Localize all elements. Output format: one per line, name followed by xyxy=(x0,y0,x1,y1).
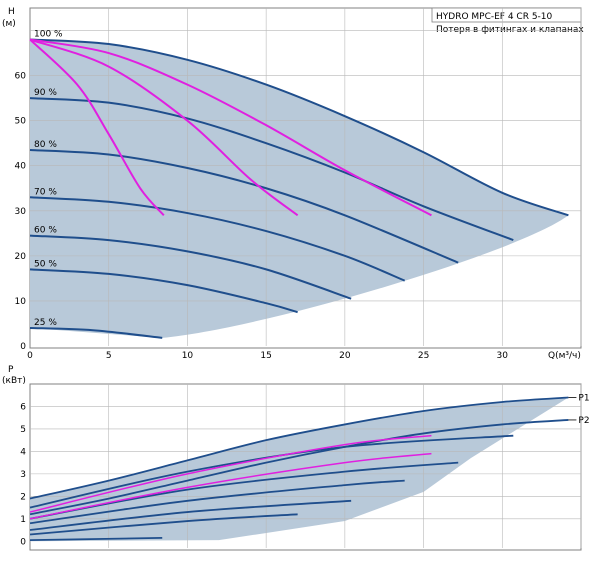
legend-label: P1 xyxy=(578,393,589,403)
x-tick-label: 30 xyxy=(497,351,509,361)
system-power-curve xyxy=(29,434,432,513)
y-tick-label: 1 xyxy=(20,515,26,525)
y-tick-label: 6 xyxy=(20,402,26,412)
speed-label: 90 % xyxy=(34,88,57,98)
operating-area xyxy=(30,39,569,338)
speed-curve xyxy=(29,97,514,242)
speed-curve xyxy=(29,196,406,282)
speed-label: 60 % xyxy=(34,226,57,236)
power-curve xyxy=(29,499,352,531)
head-plot: 0 5 10 15 20 25 30 0 10 20 30 40 50 60 100 % 90 % 80 % 70… xyxy=(15,8,582,361)
power-curve xyxy=(29,513,298,536)
system-curve xyxy=(29,38,432,217)
speed-label: 70 % xyxy=(34,187,57,197)
power-curve xyxy=(29,419,569,516)
speed-curve xyxy=(29,38,569,217)
y-tick-label: 4 xyxy=(20,447,26,457)
y-tick-label: 2 xyxy=(20,492,26,502)
system-power-curve xyxy=(29,452,432,520)
power-curve xyxy=(29,396,569,500)
speed-curve xyxy=(29,326,163,339)
power-axis-unit: (кВт) xyxy=(2,376,26,386)
speed-curve xyxy=(29,148,459,264)
flow-axis-label: Q(м³/ч) xyxy=(548,351,581,361)
speed-curve xyxy=(29,234,352,300)
speed-label: 50 % xyxy=(34,259,57,269)
y-tick-label: 10 xyxy=(15,297,27,307)
head-axis-unit: (м) xyxy=(2,19,16,29)
y-tick-label: 3 xyxy=(20,470,26,480)
power-axis-label: P xyxy=(8,365,14,375)
pump-title: HYDRO MPC-EF 4 CR 5-10 xyxy=(436,12,553,22)
speed-curve xyxy=(29,268,298,314)
power-curve xyxy=(29,479,405,525)
y-tick-label: 30 xyxy=(15,207,27,217)
system-curve xyxy=(29,38,299,217)
y-tick-label: 40 xyxy=(15,162,27,172)
speed-label: 80 % xyxy=(34,140,57,150)
y-tick-label: 60 xyxy=(15,72,27,82)
legend-label: P2 xyxy=(578,416,589,426)
power-curve xyxy=(29,536,163,542)
x-tick-label: 10 xyxy=(182,351,194,361)
head-axis-label: H xyxy=(8,7,15,17)
y-tick-label: 50 xyxy=(15,117,27,127)
y-tick-label: 5 xyxy=(20,425,26,435)
fittings-loss-note: Потеря в фитингах и клапанах xyxy=(436,25,584,35)
x-tick-label: 5 xyxy=(106,351,112,361)
x-tick-label: 20 xyxy=(339,351,351,361)
y-tick-label: 20 xyxy=(15,252,27,262)
x-tick-label: 25 xyxy=(418,351,429,361)
speed-label: 25 % xyxy=(34,318,57,328)
system-curve xyxy=(29,38,165,216)
power-plot: 0 1 2 3 4 5 6 P1 P2 xyxy=(20,384,590,548)
x-tick-label: 15 xyxy=(260,351,271,361)
x-tick-label: 0 xyxy=(27,351,33,361)
y-tick-label: 0 xyxy=(20,342,26,352)
y-tick-label: 0 xyxy=(20,537,26,547)
speed-label: 100 % xyxy=(34,30,63,40)
